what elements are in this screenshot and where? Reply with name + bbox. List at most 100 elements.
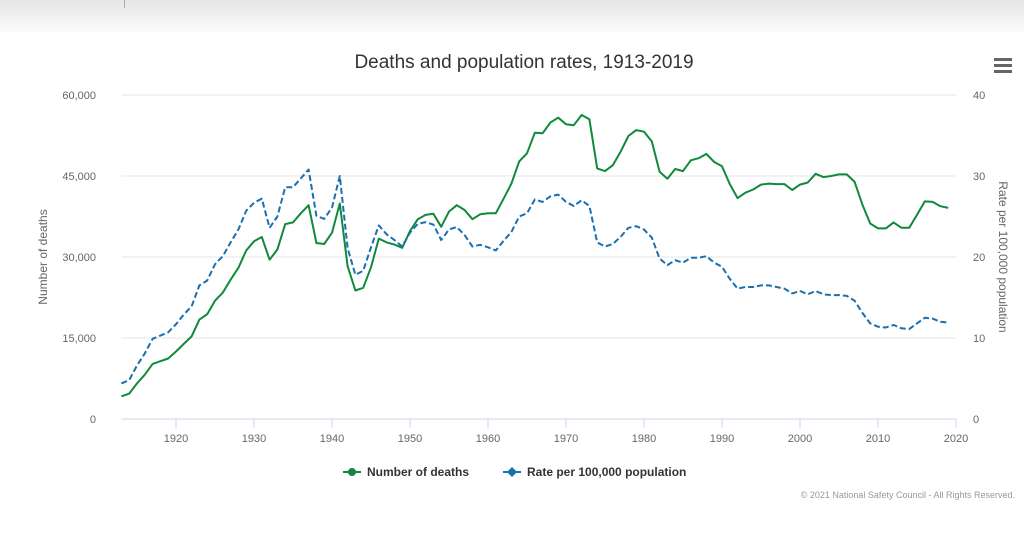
data-point-rate[interactable]: [906, 326, 912, 332]
data-point-rate[interactable]: [157, 333, 163, 339]
data-point-rate[interactable]: [212, 261, 218, 267]
data-point-rate[interactable]: [267, 225, 273, 231]
data-point-deaths[interactable]: [329, 230, 335, 236]
data-point-rate[interactable]: [836, 292, 842, 298]
data-point-rate[interactable]: [118, 380, 124, 386]
data-point-deaths[interactable]: [204, 311, 210, 317]
data-point-deaths[interactable]: [220, 290, 226, 296]
data-point-deaths[interactable]: [719, 163, 725, 169]
data-point-deaths[interactable]: [610, 162, 616, 168]
data-point-deaths[interactable]: [134, 380, 140, 386]
data-point-deaths[interactable]: [540, 130, 546, 136]
data-point-rate[interactable]: [165, 329, 171, 335]
data-point-deaths[interactable]: [664, 176, 670, 182]
data-point-deaths[interactable]: [711, 159, 717, 165]
data-point-deaths[interactable]: [267, 257, 273, 263]
data-point-rate[interactable]: [228, 239, 234, 245]
data-point-rate[interactable]: [625, 225, 631, 231]
series-line-deaths[interactable]: [121, 114, 949, 398]
data-point-rate[interactable]: [235, 227, 241, 233]
data-point-deaths[interactable]: [914, 212, 920, 218]
data-point-deaths[interactable]: [477, 211, 483, 217]
data-point-deaths[interactable]: [282, 221, 288, 227]
data-point-rate[interactable]: [485, 244, 491, 250]
data-point-rate[interactable]: [282, 184, 288, 190]
data-point-deaths[interactable]: [781, 181, 787, 187]
data-point-deaths[interactable]: [688, 157, 694, 163]
data-point-rate[interactable]: [469, 244, 475, 250]
data-point-rate[interactable]: [571, 203, 577, 209]
data-point-deaths[interactable]: [633, 127, 639, 133]
data-point-rate[interactable]: [922, 315, 928, 321]
data-point-rate[interactable]: [883, 325, 889, 331]
data-point-rate[interactable]: [789, 290, 795, 296]
data-point-deaths[interactable]: [836, 171, 842, 177]
data-point-deaths[interactable]: [766, 181, 772, 187]
data-point-deaths[interactable]: [844, 171, 850, 177]
data-point-deaths[interactable]: [157, 358, 163, 364]
data-point-deaths[interactable]: [703, 151, 709, 157]
data-point-rate[interactable]: [220, 253, 226, 259]
data-point-rate[interactable]: [813, 288, 819, 294]
data-point-rate[interactable]: [399, 244, 405, 250]
data-point-deaths[interactable]: [680, 168, 686, 174]
data-point-deaths[interactable]: [696, 155, 702, 161]
data-point-rate[interactable]: [196, 282, 202, 288]
data-point-rate[interactable]: [742, 284, 748, 290]
data-point-deaths[interactable]: [750, 187, 756, 193]
data-point-deaths[interactable]: [501, 196, 507, 202]
data-point-rate[interactable]: [657, 256, 663, 262]
data-point-deaths[interactable]: [485, 210, 491, 216]
data-point-deaths[interactable]: [384, 239, 390, 245]
data-point-rate[interactable]: [867, 320, 873, 326]
data-point-rate[interactable]: [189, 303, 195, 309]
data-point-rate[interactable]: [891, 322, 897, 328]
data-point-rate[interactable]: [306, 167, 312, 173]
data-point-rate[interactable]: [688, 255, 694, 261]
data-point-deaths[interactable]: [672, 166, 678, 172]
data-point-deaths[interactable]: [228, 277, 234, 283]
data-point-rate[interactable]: [251, 200, 257, 206]
data-point-deaths[interactable]: [150, 361, 156, 367]
data-point-rate[interactable]: [126, 377, 132, 383]
data-point-rate[interactable]: [797, 288, 803, 294]
data-point-rate[interactable]: [774, 284, 780, 290]
data-point-rate[interactable]: [703, 253, 709, 259]
data-point-deaths[interactable]: [462, 207, 468, 213]
data-point-rate[interactable]: [805, 291, 811, 297]
data-point-deaths[interactable]: [805, 180, 811, 186]
data-point-rate[interactable]: [579, 197, 585, 203]
data-point-deaths[interactable]: [376, 236, 382, 242]
data-point-deaths[interactable]: [922, 198, 928, 204]
data-point-rate[interactable]: [446, 227, 452, 233]
data-point-deaths[interactable]: [820, 174, 826, 180]
data-point-rate[interactable]: [844, 293, 850, 299]
data-point-deaths[interactable]: [867, 221, 873, 227]
data-point-deaths[interactable]: [142, 372, 148, 378]
data-point-deaths[interactable]: [571, 122, 577, 128]
data-point-rate[interactable]: [649, 235, 655, 241]
data-point-deaths[interactable]: [555, 115, 561, 121]
data-point-rate[interactable]: [937, 319, 943, 325]
data-point-rate[interactable]: [368, 244, 374, 250]
data-point-deaths[interactable]: [532, 130, 538, 136]
data-point-deaths[interactable]: [446, 209, 452, 215]
data-point-deaths[interactable]: [298, 210, 304, 216]
data-point-rate[interactable]: [633, 223, 639, 229]
data-point-deaths[interactable]: [937, 203, 943, 209]
data-point-deaths[interactable]: [586, 116, 592, 122]
data-point-rate[interactable]: [618, 234, 624, 240]
data-point-deaths[interactable]: [657, 169, 663, 175]
data-point-rate[interactable]: [914, 320, 920, 326]
data-point-rate[interactable]: [508, 229, 514, 235]
data-point-deaths[interactable]: [649, 138, 655, 144]
data-point-deaths[interactable]: [852, 179, 858, 185]
data-point-rate[interactable]: [727, 276, 733, 282]
data-point-rate[interactable]: [423, 219, 429, 225]
data-point-deaths[interactable]: [243, 248, 249, 254]
data-point-rate[interactable]: [321, 216, 327, 222]
data-point-deaths[interactable]: [126, 391, 132, 397]
data-point-deaths[interactable]: [641, 129, 647, 135]
data-point-deaths[interactable]: [789, 187, 795, 193]
data-point-rate[interactable]: [664, 262, 670, 268]
